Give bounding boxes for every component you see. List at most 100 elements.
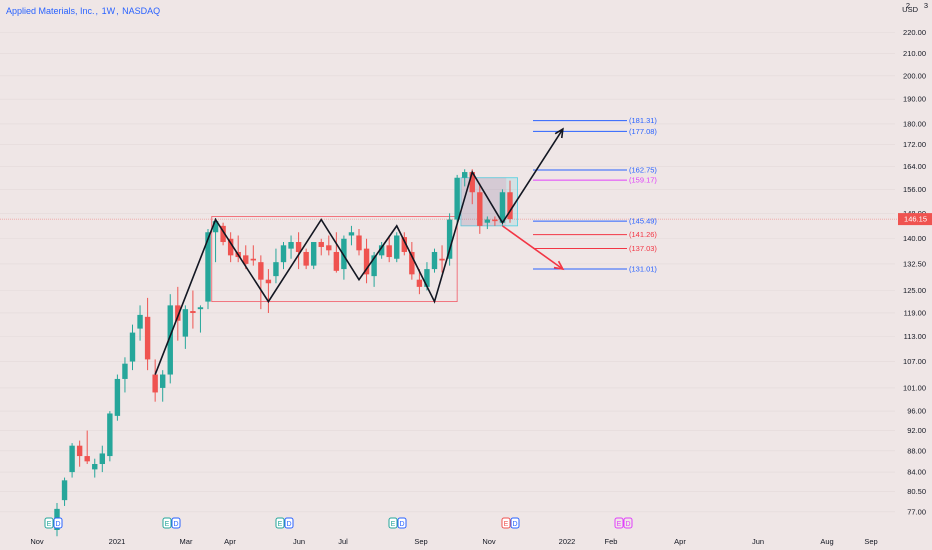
level-lines[interactable]: (181.31) (177.08) (162.75) (159.17) (145.49)… <box>533 116 657 274</box>
candle-body[interactable] <box>182 309 189 337</box>
candle-body[interactable] <box>227 238 234 256</box>
candle-body[interactable] <box>416 279 423 287</box>
candle-body[interactable] <box>212 221 219 233</box>
candle-body[interactable] <box>356 235 362 251</box>
candle-body[interactable] <box>69 445 75 473</box>
candle-body[interactable] <box>477 192 483 226</box>
candle-body[interactable] <box>378 245 385 256</box>
symbol-title[interactable]: Applied Materials, Inc., 1W, NASDAQ <box>6 6 161 16</box>
candle-body[interactable] <box>454 177 460 220</box>
candle-body[interactable] <box>409 251 415 275</box>
candle-body[interactable] <box>318 242 324 247</box>
earnings-marker-icon[interactable] <box>501 517 511 529</box>
candle-body[interactable] <box>205 232 211 302</box>
candle-body[interactable] <box>288 242 294 249</box>
zigzag-line[interactable] <box>154 128 564 375</box>
candle-body[interactable] <box>492 219 498 222</box>
candle-body[interactable] <box>484 219 491 223</box>
candle-body[interactable] <box>295 242 302 252</box>
earnings-marker-icon[interactable] <box>275 517 285 529</box>
candle-body[interactable] <box>386 245 392 258</box>
level-label: (141.26) <box>629 230 657 239</box>
time-tick-label: Apr <box>674 537 686 546</box>
candle-body[interactable] <box>280 245 287 263</box>
candle-body[interactable] <box>190 311 196 313</box>
earnings-marker-icon[interactable] <box>388 517 398 529</box>
candle-series[interactable] <box>54 169 513 537</box>
candle-body[interactable] <box>439 258 445 261</box>
candle-body[interactable] <box>167 305 173 375</box>
candle-body[interactable] <box>333 251 340 271</box>
price-tick-label: 190.00 <box>903 95 926 104</box>
candle-body[interactable] <box>129 332 136 362</box>
earnings-marker-label: E <box>165 521 170 528</box>
candle-body[interactable] <box>258 262 264 280</box>
candle-body[interactable] <box>250 258 256 261</box>
candle-body[interactable] <box>363 248 370 275</box>
candle-body[interactable] <box>469 172 475 193</box>
candle-body[interactable] <box>394 235 400 259</box>
candle-body[interactable] <box>303 251 309 266</box>
candle-body[interactable] <box>99 453 105 465</box>
range-pattern-box[interactable] <box>211 216 458 303</box>
candle-body[interactable] <box>92 464 98 470</box>
earnings-marker-label: E <box>617 521 622 528</box>
candle-body[interactable] <box>122 363 128 379</box>
price-axis[interactable]: 77.00 80.50 84.00 88.00 92.00 96.00 101.00 107.… <box>898 1 932 516</box>
candle-body[interactable] <box>265 279 272 284</box>
level-label: (181.31) <box>629 116 657 125</box>
dividend-marker-label: D <box>55 521 60 528</box>
dividend-marker-icon[interactable] <box>623 517 633 529</box>
earnings-marker-icon[interactable] <box>44 517 54 529</box>
candle-body[interactable] <box>175 305 181 321</box>
dividend-marker-icon[interactable] <box>510 517 520 529</box>
candle-body[interactable] <box>107 413 113 457</box>
candle-body[interactable] <box>61 480 68 501</box>
candle-body[interactable] <box>499 192 506 223</box>
candle-body[interactable] <box>507 192 513 220</box>
earnings-marker-icon[interactable] <box>162 517 172 529</box>
price-tick-label: 96.00 <box>907 407 926 416</box>
time-tick-label: Nov <box>482 537 496 546</box>
candle-body[interactable] <box>144 316 151 360</box>
candle-body[interactable] <box>114 378 121 416</box>
time-axis[interactable]: Nov 2021 Mar Apr Jun Jul Sep Nov 2022 Feb Apr Jun Au… <box>30 537 877 546</box>
last-price-tag[interactable] <box>898 213 932 226</box>
earnings-marker-label: E <box>47 521 52 528</box>
candle-body[interactable] <box>431 251 438 270</box>
candle-body[interactable] <box>424 269 430 287</box>
candle-body[interactable] <box>371 255 377 277</box>
dividend-marker-icon[interactable] <box>53 517 63 529</box>
earnings-marker-icon[interactable] <box>614 517 624 529</box>
candle-body[interactable] <box>462 172 468 178</box>
candle-body[interactable] <box>326 245 332 251</box>
candle-body[interactable] <box>160 374 166 388</box>
candle-body[interactable] <box>341 238 347 270</box>
candle-body[interactable] <box>401 237 407 252</box>
candle-body[interactable] <box>84 456 90 462</box>
dividend-marker-icon[interactable] <box>284 517 294 529</box>
candle-body[interactable] <box>273 262 279 277</box>
candle-body[interactable] <box>152 374 158 393</box>
candle-body[interactable] <box>446 219 453 259</box>
candle-body[interactable] <box>76 445 83 457</box>
candle-body[interactable] <box>197 307 204 310</box>
candle-body[interactable] <box>137 314 143 329</box>
candle-body[interactable] <box>311 242 317 266</box>
candle-body[interactable] <box>243 255 249 264</box>
dividend-marker-icon[interactable] <box>397 517 407 529</box>
candle-body[interactable] <box>220 225 226 243</box>
candle-body[interactable] <box>348 232 355 236</box>
down-arrow-line[interactable] <box>501 225 564 270</box>
price-tick-label: 80.50 <box>907 487 926 496</box>
dividend-marker-icon[interactable] <box>171 517 181 529</box>
zigzag-pattern[interactable] <box>154 127 565 375</box>
